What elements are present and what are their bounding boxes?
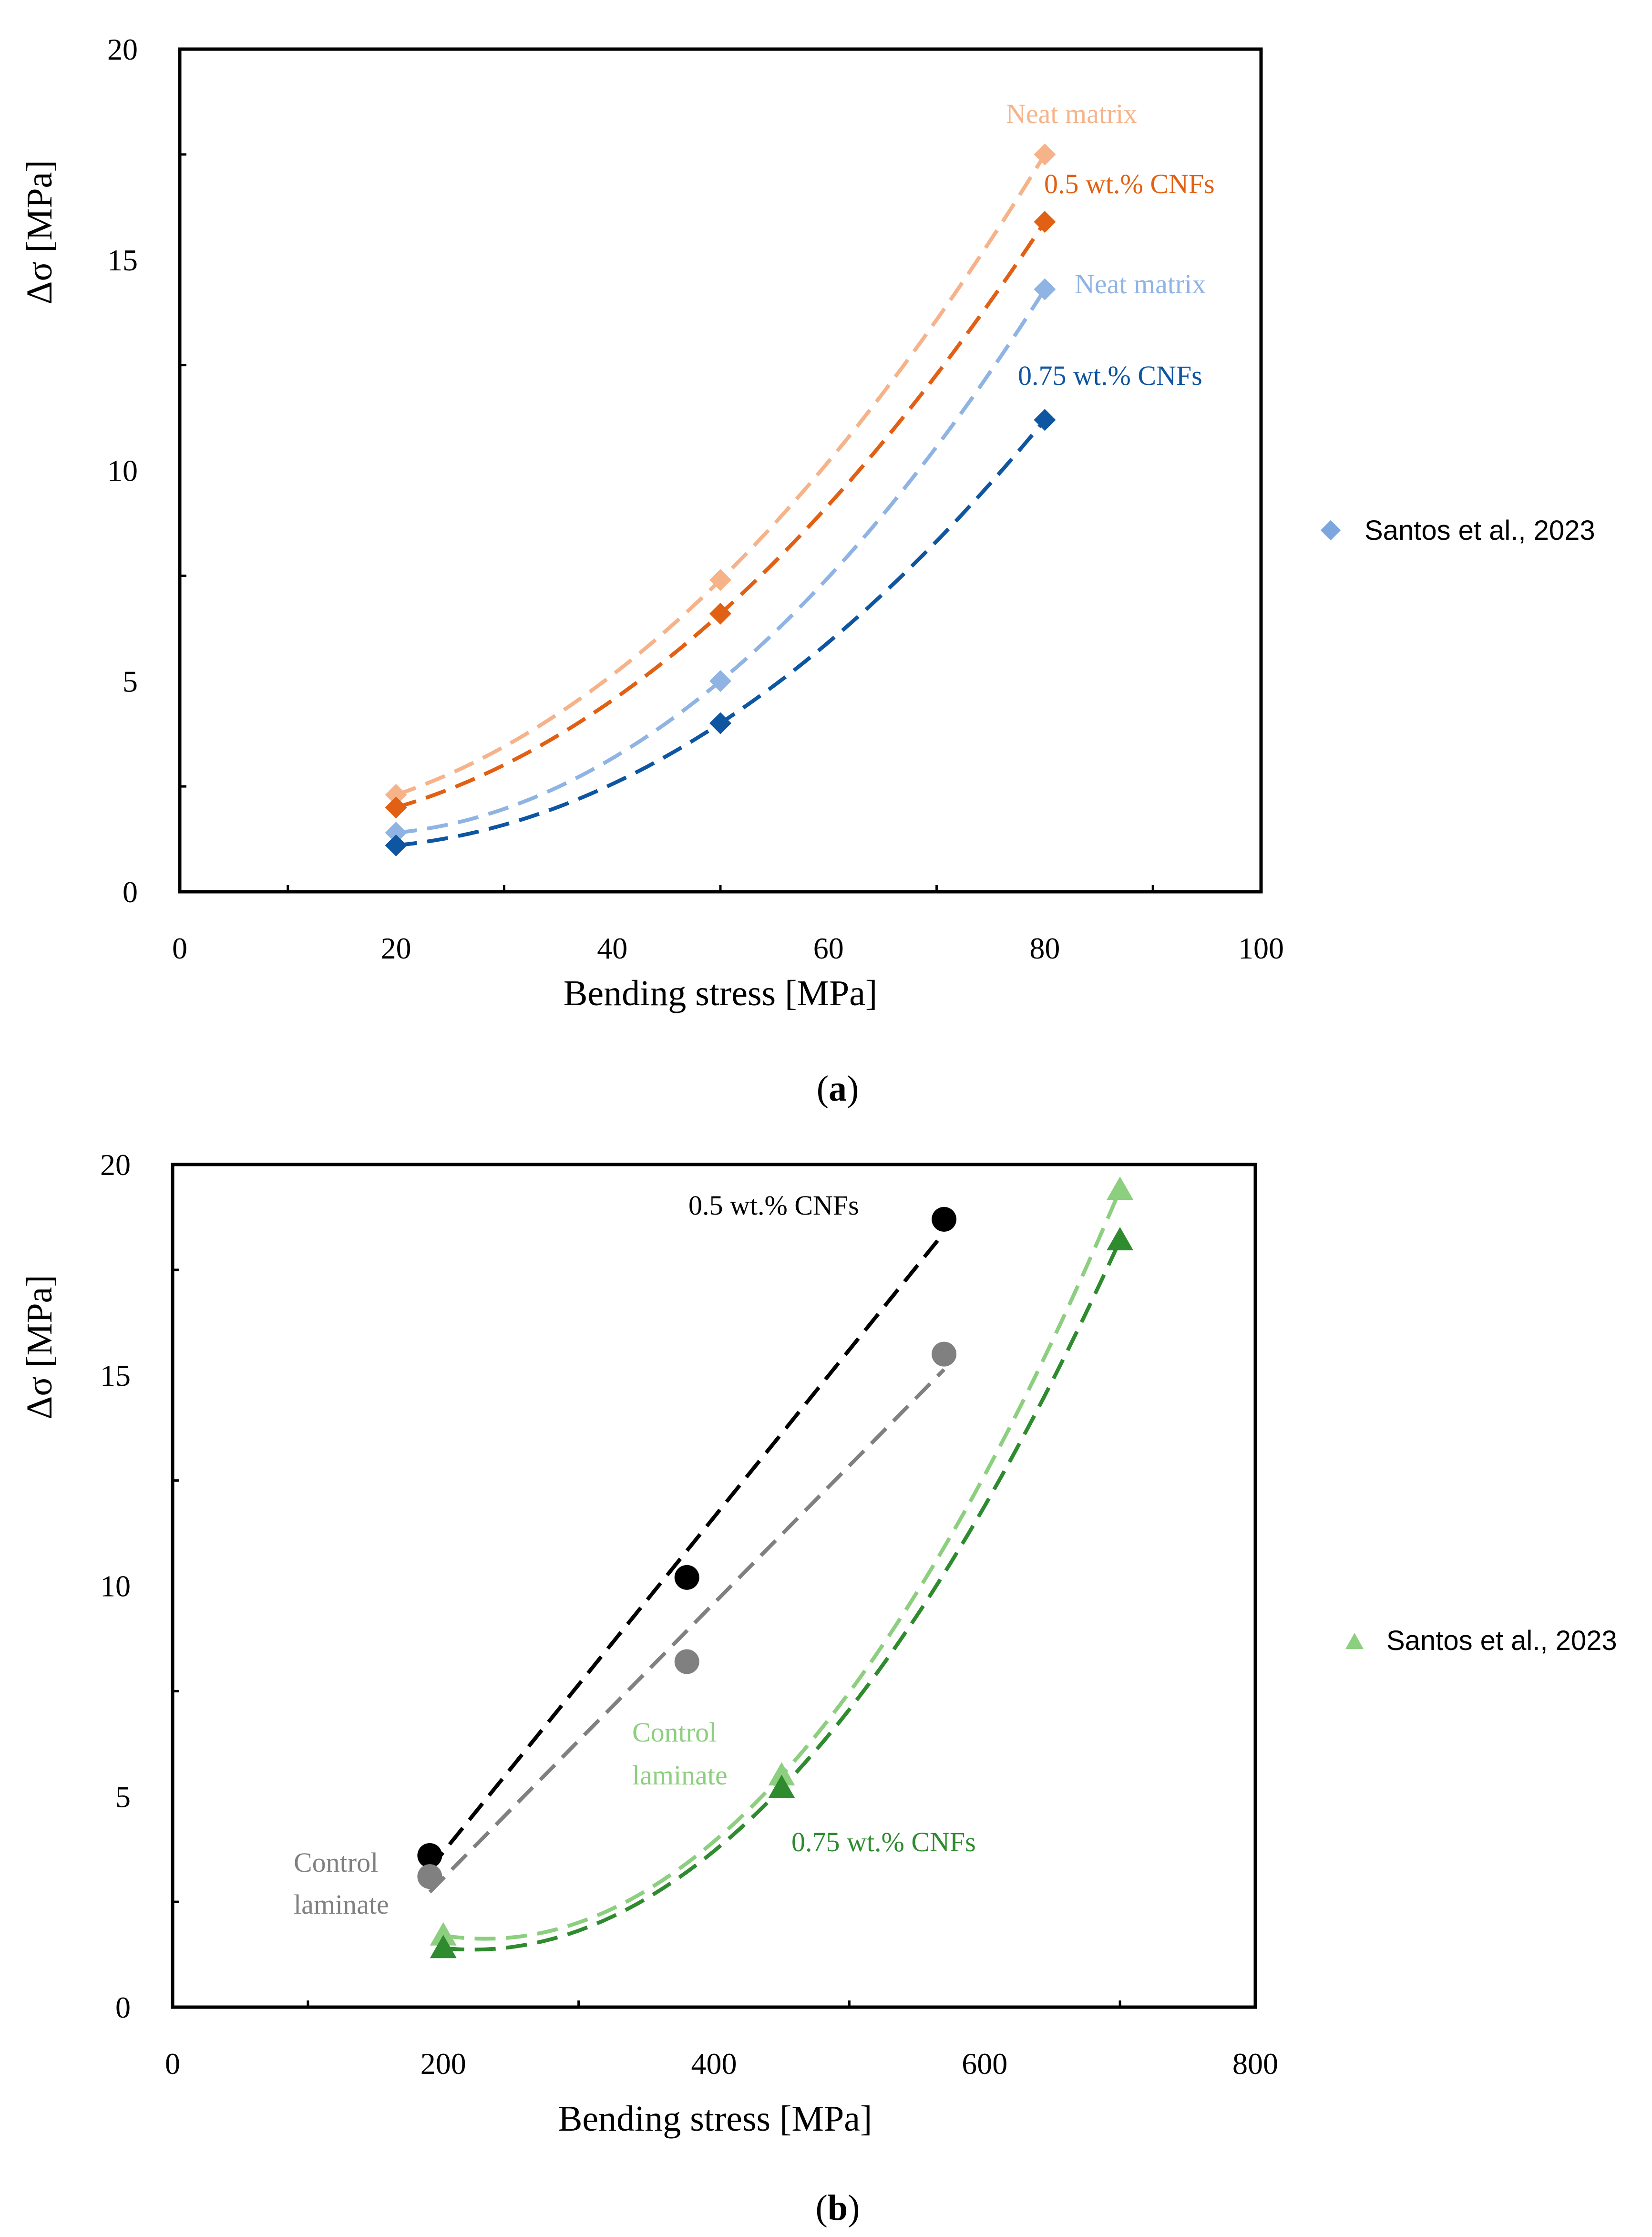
panel-b-point-0-5-wt-cnfs-0	[674, 1565, 699, 1590]
panel-a-fit-0-75-wt-cnfs-3	[396, 418, 1047, 847]
panel-b-legend-label: Santos et al., 2023	[1386, 1625, 1617, 1656]
panel-b-y-tick-label: 15	[100, 1359, 131, 1392]
panel-b-data-points	[417, 1176, 1134, 1959]
panel-a-point-neat-matrix-2	[385, 822, 407, 844]
panel-b-point-control-laminate-1	[932, 1341, 957, 1367]
panel-b-legend-marker	[1345, 1633, 1364, 1649]
panel-b-annotation-cnf-075: 0.75 wt.% CNFs	[791, 1826, 976, 1857]
panel-a-y-tick-label: 20	[107, 32, 138, 66]
panel-b-annotation-control-grey-line2: laminate	[294, 1889, 389, 1920]
panel-b-caption: (b)	[816, 2188, 860, 2228]
panel-b-annotation-control-grey-line1: Control	[294, 1847, 378, 1878]
panel-b-y-tick-label: 5	[115, 1780, 131, 1814]
panel-a-fit-curves	[395, 153, 1047, 847]
panel-b: 0 5 10 15 20 0 200 400 600 800 Bending stress [M…	[20, 1148, 1617, 2228]
panel-b-annotation-control-green-line2: laminate	[632, 1760, 728, 1791]
panel-a-caption: (a)	[817, 1069, 859, 1109]
panel-a-legend-marker	[1320, 520, 1341, 541]
panel-a-point-neat-matrix-0	[385, 783, 407, 806]
panel-a-x-tick-label: 20	[381, 931, 411, 965]
panel-a-y-tick-label: 10	[107, 454, 138, 488]
panel-a-point-neat-matrix-0	[1034, 143, 1056, 165]
panel-a-point-neat-matrix-2	[1034, 278, 1056, 300]
panel-a-annotation-neat-matrix-orange: Neat matrix	[1006, 98, 1137, 129]
panel-b-y-tick-label: 0	[115, 1990, 131, 2024]
panel-b-y-tick-label: 20	[100, 1148, 131, 1182]
panel-b-point-control-laminate-1	[417, 1864, 442, 1889]
panel-a-point-0-5-wt-cnfs-1	[709, 602, 731, 625]
panel-b-caption-letter: b	[828, 2188, 848, 2228]
panel-b-fit-0-75-wt-cnfs-3	[443, 1239, 1122, 1952]
panel-b-point-0-5-wt-cnfs-0	[932, 1206, 957, 1232]
panel-a-x-tick-label: 60	[813, 931, 844, 965]
panel-b-annotation-control-grey: Control laminate	[294, 1847, 389, 1920]
panel-a-point-0-75-wt-cnfs-3	[385, 834, 407, 856]
panel-b-point-0-75-wt-cnfs-3	[768, 1774, 795, 1798]
panel-a-x-tick-label: 0	[172, 931, 187, 965]
panel-a-y-tick-label: 0	[123, 875, 138, 909]
panel-b-annotation-control-green: Control laminate	[632, 1717, 728, 1791]
panel-b-fit-control-laminate-2	[443, 1189, 1122, 1941]
panel-b-point-0-75-wt-cnfs-3	[1107, 1227, 1134, 1251]
panel-b-point-0-75-wt-cnfs-3	[430, 1935, 457, 1959]
panel-a-x-tick-label: 80	[1029, 931, 1060, 965]
panel-a-x-tick-label: 100	[1238, 931, 1284, 965]
panel-a-y-axis: 0 5 10 15 20	[107, 32, 186, 909]
panel-b-x-tick-label: 400	[691, 2047, 737, 2081]
panel-a-legend-label: Santos et al., 2023	[1365, 515, 1595, 546]
panel-b-fit-control-laminate-1	[428, 1368, 945, 1894]
panel-b-fit-0-5-wt-cnfs-0	[428, 1231, 946, 1870]
panel-a-x-axis-title: Bending stress [MPa]	[564, 973, 878, 1013]
panel-b-point-0-5-wt-cnfs-0	[417, 1843, 442, 1868]
panel-a-point-0-75-wt-cnfs-3	[709, 712, 731, 734]
panel-a-annotation-neat-matrix-blue: Neat matrix	[1075, 268, 1206, 299]
panel-a-caption-letter: a	[829, 1069, 847, 1109]
panel-b-point-control-laminate-2	[768, 1762, 795, 1786]
panel-a: 0 5 10 15 20 0 20 40 60 80 100 Bending stress [MP…	[20, 32, 1595, 1109]
panel-a-point-neat-matrix-2	[709, 670, 731, 692]
panel-a-x-tick-label: 40	[597, 931, 627, 965]
panel-b-y-axis: 0 5 10 15 20	[100, 1148, 179, 2024]
panel-b-y-tick-label: 10	[100, 1569, 131, 1603]
panel-b-annotation-control-green-line1: Control	[632, 1717, 717, 1748]
panel-a-annotation-cnf-05: 0.5 wt.% CNFs	[1044, 168, 1215, 199]
panel-b-x-axis-title: Bending stress [MPa]	[558, 2099, 872, 2139]
panel-b-annotation-cnf-05: 0.5 wt.% CNFs	[688, 1190, 859, 1221]
panel-b-fit-curves	[428, 1189, 1122, 1952]
panel-a-x-axis: 0 20 40 60 80 100	[172, 885, 1284, 965]
panel-b-plot-frame	[171, 1163, 1257, 2009]
panel-a-legend: Santos et al., 2023	[1320, 515, 1595, 546]
panel-b-x-tick-label: 800	[1232, 2047, 1278, 2081]
panel-b-point-control-laminate-2	[1107, 1176, 1134, 1200]
panel-a-y-tick-label: 5	[123, 664, 138, 698]
panel-b-x-tick-label: 600	[962, 2047, 1007, 2081]
panel-a-fit-neat-matrix-0	[395, 153, 1047, 797]
panel-a-point-0-5-wt-cnfs-1	[385, 796, 407, 819]
panel-a-data-points	[385, 143, 1056, 856]
panel-b-legend: Santos et al., 2023	[1345, 1625, 1617, 1656]
panel-b-point-control-laminate-1	[674, 1649, 699, 1674]
panel-a-y-tick-label: 15	[107, 243, 138, 277]
panel-a-point-0-75-wt-cnfs-3	[1034, 409, 1056, 431]
panel-b-y-axis-title: Δσ [MPa]	[20, 1275, 60, 1419]
panel-b-x-axis: 0 200 400 600 800	[165, 2000, 1278, 2081]
panel-b-point-control-laminate-2	[430, 1922, 457, 1946]
panel-a-y-axis-title: Δσ [MPa]	[20, 160, 60, 304]
panel-b-x-tick-label: 200	[421, 2047, 466, 2081]
panel-b-x-tick-label: 0	[165, 2047, 180, 2081]
panel-a-point-0-5-wt-cnfs-1	[1034, 211, 1056, 233]
panel-a-annotation-cnf-075: 0.75 wt.% CNFs	[1018, 360, 1202, 391]
panel-a-point-neat-matrix-0	[709, 569, 731, 591]
